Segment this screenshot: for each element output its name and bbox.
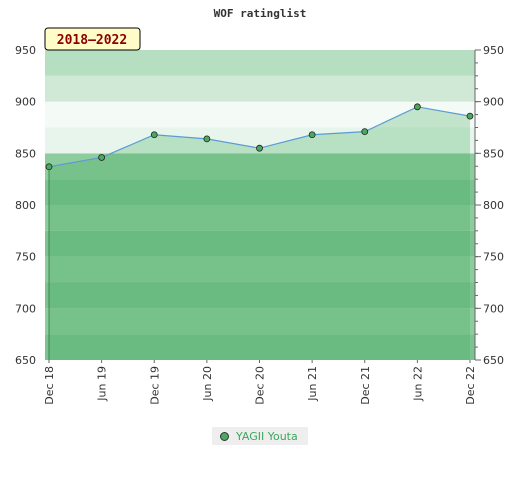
x-tick-label: Dec 18 [43, 366, 56, 405]
y-tick-label-right: 950 [483, 44, 504, 57]
y-tick-label-right: 850 [483, 147, 504, 160]
band [45, 101, 475, 128]
data-points [45, 103, 474, 171]
band [45, 179, 475, 205]
data-point [98, 154, 106, 161]
period-box: 2018–2022 [44, 27, 141, 51]
band [45, 205, 475, 231]
x-tick-label: Dec 21 [359, 366, 372, 405]
y-axis-left: 650 700 750 800 850 900 950 [15, 44, 36, 367]
x-tick-label: Jun 19 [96, 366, 109, 402]
band [45, 75, 475, 102]
y-axis-right: 650 700 750 800 850 900 950 [474, 44, 504, 367]
y-tick-label-right: 900 [483, 96, 504, 109]
y-tick-label-left: 850 [15, 147, 36, 160]
data-point [466, 112, 474, 120]
data-point [203, 135, 211, 143]
data-point [308, 131, 316, 139]
x-tick-label: Dec 22 [464, 366, 477, 405]
band [45, 308, 475, 335]
y-tick-label-left: 700 [15, 302, 36, 315]
legend[interactable]: YAGII Youta [212, 427, 308, 445]
data-point [45, 163, 53, 171]
x-tick-label: Jun 22 [411, 366, 424, 402]
data-point [256, 144, 263, 152]
background-bands [45, 50, 475, 360]
y-tick-label-left: 650 [15, 354, 36, 367]
legend-marker-icon [220, 431, 229, 441]
legend-series-name: YAGII Youta [236, 429, 298, 443]
x-tick-label: Dec 20 [254, 366, 267, 405]
period-label: 2018–2022 [57, 33, 127, 48]
y-tick-label-left: 950 [15, 44, 36, 57]
x-axis: Dec 18 Jun 19 Dec 19 Jun 20 Dec 20 Jun 21 Dec … [43, 360, 477, 405]
band [45, 282, 475, 309]
y-tick-label-left: 800 [15, 199, 36, 212]
data-point [361, 128, 369, 136]
y-tick-label-right: 700 [483, 302, 504, 315]
data-point [150, 131, 158, 139]
y-tick-label-right: 750 [483, 251, 504, 264]
series-area [49, 106, 470, 360]
y-tick-label-left: 750 [15, 251, 36, 264]
period-box-frame [44, 27, 141, 51]
band [45, 230, 475, 257]
data-point [413, 103, 421, 111]
band [45, 334, 475, 360]
x-tick-label: Dec 19 [148, 366, 161, 405]
y-tick-label-left: 900 [15, 96, 36, 109]
y-tick-label-right: 800 [483, 199, 504, 212]
band [45, 153, 475, 180]
x-tick-label: Jun 20 [201, 366, 214, 402]
band [45, 256, 475, 283]
x-tick-label: Jun 21 [306, 366, 319, 402]
band [45, 50, 475, 76]
y-tick-label-right: 650 [483, 354, 504, 367]
chart-title: WOF ratinglist [214, 7, 307, 20]
